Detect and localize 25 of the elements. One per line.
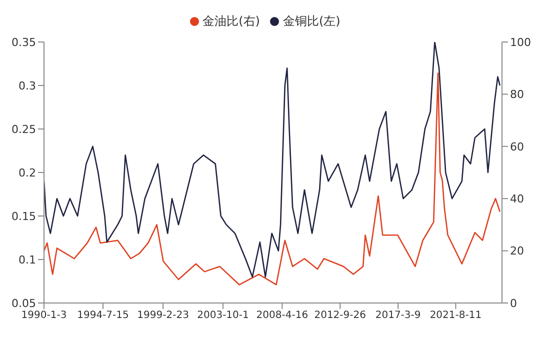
y-tick-label: 0.3 bbox=[18, 79, 36, 92]
y-tick-label: 0.35 bbox=[12, 36, 36, 49]
x-tick-label: 2017-3-9 bbox=[375, 310, 421, 322]
y2-tick-label: 100 bbox=[510, 36, 531, 49]
y2-tick-label: 20 bbox=[510, 244, 524, 258]
y2-tick-label: 80 bbox=[510, 88, 524, 102]
y-tick-label: 0.1 bbox=[18, 253, 36, 266]
x-tick-label: 1990-1-3 bbox=[21, 310, 67, 322]
x-tick-label: 2021-8-11 bbox=[430, 310, 482, 322]
y2-tick-label: 0 bbox=[510, 296, 517, 310]
y-tick-label: 0.2 bbox=[18, 166, 36, 180]
line-series bbox=[44, 42, 501, 278]
y2-tick-label: 40 bbox=[510, 192, 524, 206]
line-series bbox=[44, 72, 501, 286]
x-tick-label: 2003-10-1 bbox=[197, 310, 249, 322]
x-tick-label: 1999-2-23 bbox=[137, 310, 189, 322]
y-tick-label: 0.25 bbox=[12, 122, 36, 136]
legend-label: 金铜比(左) bbox=[283, 14, 340, 28]
x-tick-label: 2012-9-26 bbox=[314, 310, 366, 322]
legend-label: 金油比(右) bbox=[202, 14, 260, 28]
x-tick-label: 2008-4-16 bbox=[256, 310, 308, 322]
y2-tick-label: 60 bbox=[510, 140, 524, 154]
x-tick-label: 1994-7-15 bbox=[77, 310, 129, 322]
y-tick-label: 0.15 bbox=[12, 210, 36, 223]
y-tick-label: 0.05 bbox=[12, 296, 36, 310]
